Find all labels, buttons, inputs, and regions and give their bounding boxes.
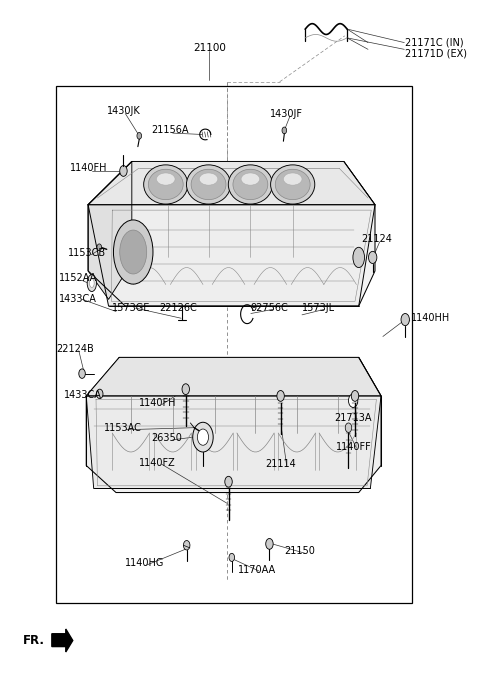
Ellipse shape: [113, 220, 153, 284]
Text: 1140FZ: 1140FZ: [139, 458, 176, 468]
Text: 1153CB: 1153CB: [68, 248, 106, 259]
Text: 1433CA: 1433CA: [60, 294, 97, 305]
Circle shape: [97, 244, 102, 250]
Text: 21713A: 21713A: [335, 413, 372, 423]
Text: 22124B: 22124B: [57, 345, 94, 354]
Ellipse shape: [283, 173, 302, 185]
Text: 1430JF: 1430JF: [270, 108, 303, 118]
Circle shape: [345, 423, 352, 433]
Text: 21124: 21124: [361, 234, 392, 244]
Circle shape: [401, 313, 409, 326]
Ellipse shape: [144, 165, 188, 204]
Circle shape: [369, 251, 377, 263]
Text: 1140FH: 1140FH: [139, 398, 177, 408]
Circle shape: [229, 553, 235, 561]
Text: 21171C (IN): 21171C (IN): [405, 38, 464, 47]
Text: 92756C: 92756C: [251, 303, 288, 313]
Ellipse shape: [241, 173, 260, 185]
Text: 1430JK: 1430JK: [107, 106, 141, 116]
Ellipse shape: [120, 230, 147, 274]
Ellipse shape: [87, 275, 96, 292]
Text: 21150: 21150: [284, 546, 315, 556]
Ellipse shape: [271, 165, 315, 204]
Ellipse shape: [148, 169, 183, 200]
Polygon shape: [86, 357, 381, 396]
Text: 1433CA: 1433CA: [63, 390, 101, 400]
Text: 21114: 21114: [266, 459, 297, 469]
Ellipse shape: [275, 169, 310, 200]
Text: 26350: 26350: [151, 433, 182, 443]
Text: 1140HG: 1140HG: [125, 559, 165, 569]
Circle shape: [197, 429, 208, 445]
Ellipse shape: [186, 165, 230, 204]
Ellipse shape: [191, 169, 226, 200]
Circle shape: [183, 540, 190, 550]
Ellipse shape: [89, 279, 94, 288]
Text: 1573GE: 1573GE: [112, 303, 151, 313]
Circle shape: [137, 133, 142, 139]
Circle shape: [225, 477, 232, 487]
Circle shape: [282, 127, 287, 134]
Text: 1170AA: 1170AA: [238, 565, 276, 575]
Polygon shape: [86, 357, 381, 493]
Bar: [56, 87, 412, 603]
Polygon shape: [88, 162, 132, 299]
Polygon shape: [88, 162, 375, 306]
Text: 1140FH: 1140FH: [70, 163, 107, 173]
Text: 1140FF: 1140FF: [336, 441, 371, 452]
Text: 21100: 21100: [193, 43, 227, 53]
Circle shape: [120, 166, 127, 176]
Ellipse shape: [156, 173, 175, 185]
Circle shape: [79, 369, 85, 378]
Circle shape: [277, 391, 284, 401]
Polygon shape: [88, 162, 375, 204]
Text: 1573JL: 1573JL: [302, 303, 335, 313]
Text: 22126C: 22126C: [159, 303, 196, 313]
Text: FR.: FR.: [23, 634, 45, 647]
Polygon shape: [86, 396, 381, 489]
Text: 21171D (EX): 21171D (EX): [405, 48, 467, 58]
Ellipse shape: [228, 165, 273, 204]
Text: 1140HH: 1140HH: [411, 313, 450, 323]
Polygon shape: [52, 629, 73, 652]
Circle shape: [351, 391, 359, 401]
Ellipse shape: [233, 169, 268, 200]
Circle shape: [348, 394, 358, 408]
Text: 21156A: 21156A: [151, 125, 188, 135]
Circle shape: [182, 384, 190, 395]
Polygon shape: [88, 204, 375, 306]
Ellipse shape: [199, 173, 218, 185]
Circle shape: [193, 422, 213, 452]
Circle shape: [96, 389, 103, 399]
Text: 1153AC: 1153AC: [104, 422, 142, 433]
Circle shape: [266, 538, 273, 549]
Ellipse shape: [353, 247, 364, 267]
Text: 1152AA: 1152AA: [60, 273, 97, 283]
